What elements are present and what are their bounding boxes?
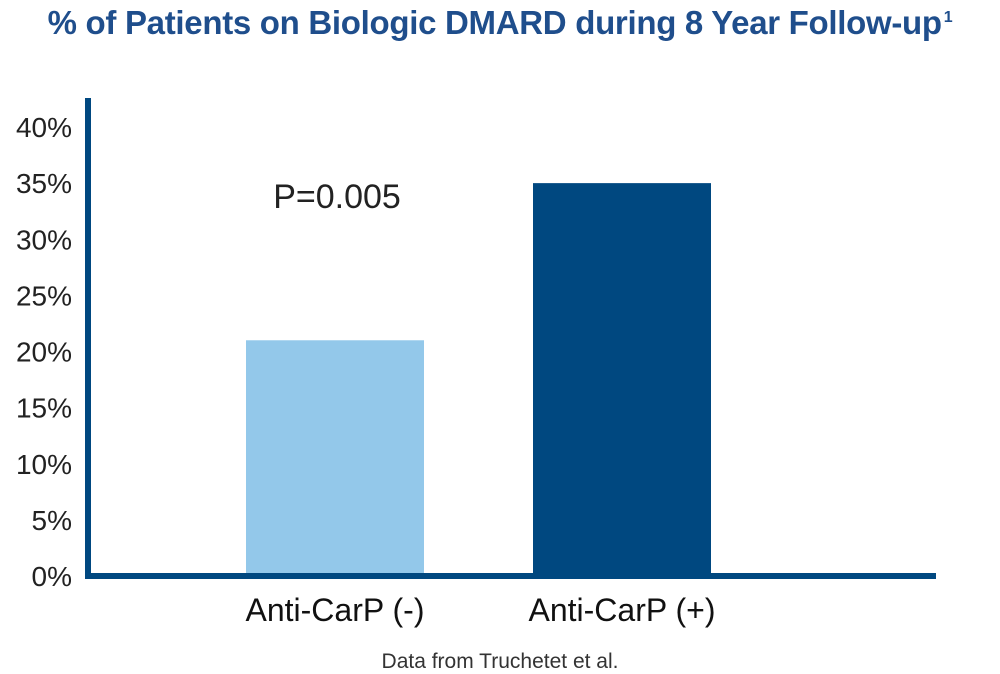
y-tick-label: 25% bbox=[16, 280, 72, 311]
bar bbox=[246, 340, 424, 576]
x-tick-label: Anti-CarP (+) bbox=[528, 592, 715, 628]
footnote-marker: 1 bbox=[943, 9, 953, 26]
y-tick-label: 5% bbox=[32, 505, 72, 536]
source-note: Data from Truchetet et al. bbox=[381, 650, 619, 673]
x-tick-label: Anti-CarP (-) bbox=[246, 592, 425, 628]
chart-title: % of Patients on Biologic DMARD during 8… bbox=[47, 4, 953, 41]
p-value-annotation: P=0.005 bbox=[273, 178, 401, 216]
y-tick-label: 35% bbox=[16, 168, 72, 199]
y-tick-label: 15% bbox=[16, 393, 72, 424]
y-tick-label: 10% bbox=[16, 449, 72, 480]
y-tick-label: 0% bbox=[32, 561, 72, 592]
y-tick-label: 20% bbox=[16, 337, 72, 368]
y-tick-label: 40% bbox=[16, 112, 72, 143]
y-tick-label: 30% bbox=[16, 224, 72, 255]
bar bbox=[533, 183, 711, 576]
